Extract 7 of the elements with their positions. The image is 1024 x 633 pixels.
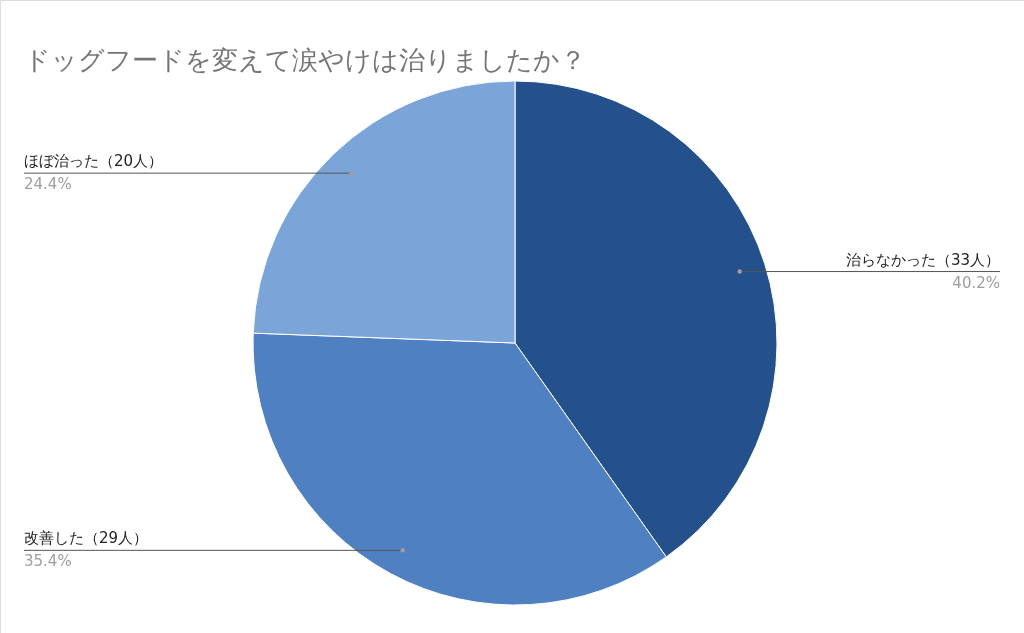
slice-label: 改善した（29人）: [24, 529, 149, 548]
data-label: 35.4%: [24, 552, 72, 571]
data-label: 24.4%: [24, 175, 72, 194]
chart-title: ドッグフードを変えて涙やけは治りましたか？: [24, 45, 586, 75]
slice-label: ほぼ治った（20人）: [24, 152, 164, 171]
slice-label: 治らなかった（33人）: [845, 250, 1000, 269]
data-label: 40.2%: [952, 273, 1000, 292]
